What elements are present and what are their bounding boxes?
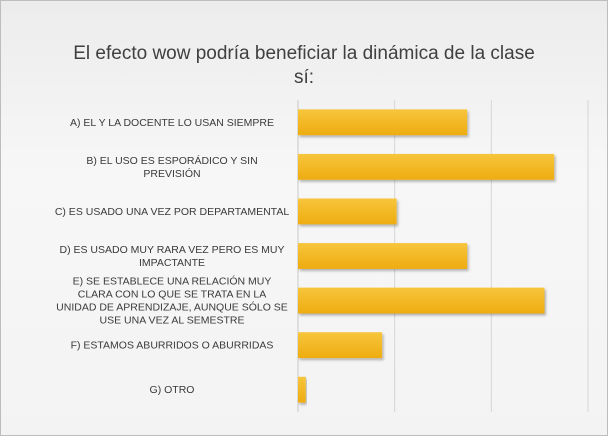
category-label-e: E) SE ESTABLECE UNA RELACIÓN MUY CLARA CO… — [56, 275, 288, 327]
bars — [298, 109, 555, 403]
category-labels: A) EL Y LA DOCENTE LO USAN SIEMPRE B) EL … — [55, 117, 290, 396]
bar-d — [298, 243, 468, 269]
bar-c — [298, 198, 397, 225]
chart-title-line-2: sí: — [293, 67, 315, 88]
chart-title-line-1: El efecto wow podría beneficiar la dinám… — [73, 43, 535, 64]
category-label-a: A) EL Y LA DOCENTE LO USAN SIEMPRE — [70, 117, 274, 129]
category-label-g: G) OTRO — [150, 384, 195, 396]
bar-f — [298, 332, 383, 359]
bar-b — [298, 153, 555, 180]
category-label-c: C) ES USADO UNA VEZ POR DEPARTAMENTAL — [55, 206, 290, 218]
category-label-f: F) ESTAMOS ABURRIDOS O ABURRIDAS — [71, 340, 274, 352]
category-label-d: D) ES USADO MUY RARA VEZ PERO ES MUY IMPA… — [59, 244, 284, 269]
chart-title: El efecto wow podría beneficiar la dinám… — [1, 42, 607, 90]
bar-a — [298, 109, 468, 136]
category-label-b: B) EL USO ES ESPORÁDICO Y SIN PREVISIÓN — [86, 154, 257, 180]
bar-e — [298, 287, 545, 314]
bar-g — [298, 376, 306, 403]
